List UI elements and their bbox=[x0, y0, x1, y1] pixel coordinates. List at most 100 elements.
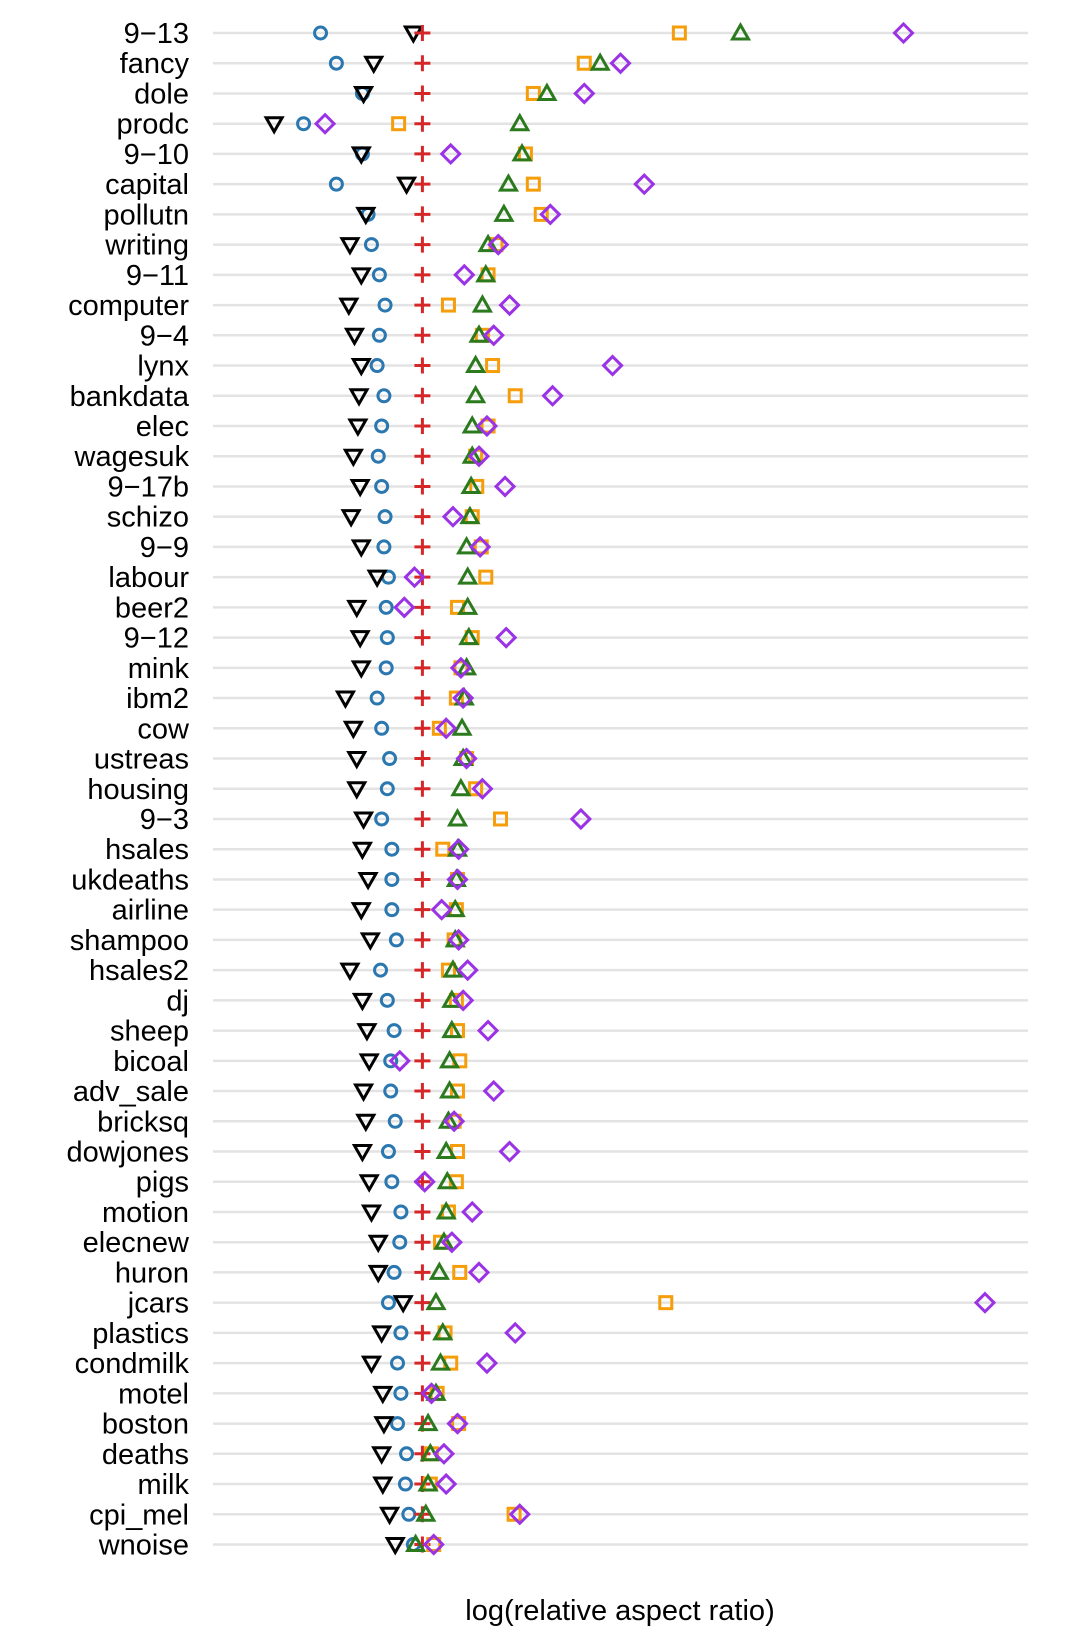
point-diamond bbox=[446, 868, 469, 891]
point-diamond bbox=[313, 112, 337, 135]
point-circle bbox=[384, 871, 400, 887]
point-circle bbox=[371, 267, 387, 283]
point-triangle-down bbox=[350, 146, 372, 165]
point-circle bbox=[378, 599, 394, 615]
point-triangle-down bbox=[395, 176, 418, 196]
category-label: fancy bbox=[120, 48, 190, 80]
point-triangle-up bbox=[417, 1412, 439, 1432]
category-label: milk bbox=[137, 1469, 189, 1501]
point-circle bbox=[380, 1144, 396, 1160]
point-diamond bbox=[498, 1140, 521, 1163]
point-square bbox=[533, 206, 549, 222]
category-label: bankdata bbox=[70, 381, 190, 413]
category-label: labour bbox=[108, 562, 189, 594]
point-diamond bbox=[467, 1261, 491, 1284]
category-label: dj bbox=[166, 985, 189, 1017]
point-diamond bbox=[601, 354, 624, 377]
point-triangle-down bbox=[360, 1204, 383, 1223]
point-triangle-up bbox=[465, 384, 487, 404]
point-plus bbox=[414, 115, 431, 132]
point-plus bbox=[414, 931, 431, 948]
point-diamond bbox=[475, 414, 499, 438]
point-square bbox=[525, 85, 541, 101]
point-triangle-up bbox=[589, 52, 611, 71]
point-diamond bbox=[393, 596, 416, 619]
point-plus bbox=[414, 417, 431, 434]
point-diamond bbox=[476, 1019, 500, 1042]
category-label: cpi_mel bbox=[89, 1499, 189, 1531]
point-circle bbox=[393, 1204, 409, 1220]
category-label: hsales bbox=[105, 834, 189, 866]
point-plus bbox=[414, 387, 431, 404]
point-diamond bbox=[441, 505, 465, 528]
point-triangle-up bbox=[415, 1503, 437, 1522]
point-circle bbox=[393, 1385, 409, 1401]
point-plus bbox=[414, 871, 431, 888]
point-plus bbox=[414, 1264, 431, 1281]
point-circle bbox=[387, 1113, 403, 1129]
category-label: capital bbox=[105, 169, 189, 201]
point-plus bbox=[414, 85, 431, 102]
point-triangle-down bbox=[342, 448, 364, 468]
point-circle bbox=[328, 55, 344, 71]
point-plus bbox=[414, 508, 431, 525]
point-diamond bbox=[482, 324, 505, 347]
point-diamond bbox=[633, 173, 656, 196]
category-label: 9−3 bbox=[140, 804, 189, 836]
point-triangle-down bbox=[338, 297, 360, 317]
point-plus bbox=[414, 629, 431, 646]
point-triangle-down bbox=[339, 237, 361, 256]
point-triangle-down bbox=[350, 358, 372, 377]
point-circle bbox=[379, 781, 395, 797]
point-square bbox=[507, 388, 523, 404]
point-triangle-down bbox=[372, 1385, 394, 1405]
point-diamond bbox=[973, 1291, 997, 1314]
point-diamond bbox=[435, 1472, 458, 1496]
point-circle bbox=[379, 630, 395, 646]
point-diamond bbox=[482, 1079, 505, 1103]
point-triangle-up bbox=[436, 1170, 458, 1190]
point-circle bbox=[377, 297, 393, 313]
gridlines bbox=[213, 31, 1028, 1546]
point-triangle-down bbox=[392, 1295, 414, 1314]
category-label: 9−11 bbox=[126, 260, 189, 292]
point-triangle-up bbox=[417, 1473, 439, 1492]
point-circle bbox=[393, 1325, 409, 1341]
point-triangle-up bbox=[511, 142, 533, 162]
point-plus bbox=[414, 841, 431, 858]
point-triangle-up bbox=[459, 505, 481, 525]
point-plus bbox=[414, 962, 431, 979]
point-square bbox=[671, 25, 687, 41]
category-label: elec bbox=[136, 411, 189, 443]
point-diamond bbox=[508, 1503, 531, 1526]
point-circle bbox=[383, 1083, 399, 1099]
point-plus bbox=[414, 478, 431, 495]
point-plus bbox=[414, 659, 431, 676]
point-triangle-up bbox=[428, 1261, 450, 1280]
category-label: 9−4 bbox=[140, 320, 189, 352]
point-triangle-up bbox=[509, 112, 531, 132]
point-triangle-down bbox=[356, 1023, 378, 1042]
category-label: airline bbox=[112, 895, 189, 927]
category-label: bricksq bbox=[97, 1106, 189, 1138]
category-label: schizo bbox=[107, 502, 189, 534]
point-circle bbox=[399, 1446, 415, 1462]
category-label: 9−13 bbox=[124, 18, 189, 50]
point-triangle-up bbox=[457, 566, 479, 585]
point-triangle-up bbox=[471, 294, 493, 313]
point-diamond bbox=[456, 959, 479, 982]
point-triangle-up bbox=[442, 959, 464, 978]
point-plus bbox=[414, 1083, 431, 1100]
point-triangle-up bbox=[441, 1019, 463, 1039]
point-circle bbox=[313, 25, 329, 41]
point-diamond bbox=[446, 1412, 469, 1435]
category-label: elecnew bbox=[83, 1227, 190, 1259]
point-triangle-down bbox=[349, 478, 371, 498]
category-label: 9−10 bbox=[124, 139, 189, 171]
category-label: pollutn bbox=[104, 199, 189, 231]
point-circle bbox=[374, 811, 390, 827]
point-circle bbox=[378, 660, 394, 676]
category-label: motion bbox=[102, 1197, 189, 1229]
point-plus bbox=[414, 1355, 431, 1372]
